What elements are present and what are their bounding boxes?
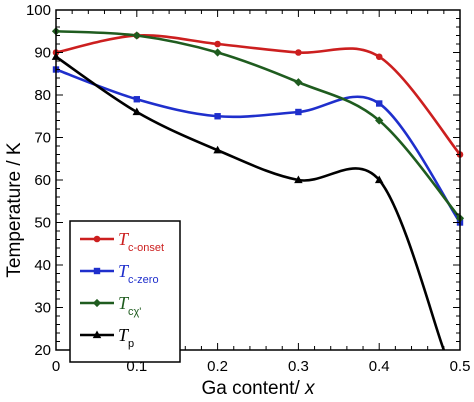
data-point-tc_chi <box>132 31 141 40</box>
x-tick-label: 0 <box>52 358 60 375</box>
x-axis-title: Ga content/ x <box>201 378 316 399</box>
y-axis-title: Temperature / K <box>4 142 25 277</box>
x-axis-title-separator: / <box>294 378 305 399</box>
y-tick-label: 100 <box>26 2 51 19</box>
legend: Tc-onset Tc-zero Tcχ' Tp <box>69 220 181 363</box>
series-line-tc_chi <box>56 29 460 220</box>
data-point-tc_zero <box>214 113 221 120</box>
legend-marker-tc_chi <box>92 298 102 308</box>
series-line-tc_onset <box>56 34 460 156</box>
data-point-tc_onset <box>214 40 221 48</box>
data-point-tp <box>213 145 222 154</box>
data-point-tc_chi <box>375 116 384 125</box>
legend-label-tc_onset: Tc-onset <box>118 229 164 254</box>
legend-marker-tc_onset <box>93 235 101 243</box>
legend-items: Tc-onset Tc-zero Tcχ' Tp <box>80 229 164 350</box>
data-point-tp <box>374 175 384 184</box>
series-line-tc_zero <box>56 68 460 224</box>
axis-ticks <box>55 9 461 351</box>
x-tick-label: 0.2 <box>207 358 228 375</box>
data-point-tc_onset <box>375 53 383 61</box>
legend-marker-tp <box>92 330 102 339</box>
data-point-tc_onset <box>295 49 302 56</box>
data-point-tc_chi <box>213 48 222 57</box>
x-axis-title-variable: x <box>304 378 316 399</box>
legend-marker-tc_zero <box>93 267 101 275</box>
data-point-tc_zero <box>133 96 141 103</box>
data-point-tc_zero <box>295 108 302 116</box>
data-point-tc_zero <box>376 100 383 107</box>
data-point-tp <box>294 175 303 184</box>
x-tick-label: 0.4 <box>369 358 390 375</box>
data-point-tc_chi <box>294 78 303 87</box>
y-tick-label: 80 <box>34 87 51 104</box>
x-tick-label: 0.5 <box>450 358 471 375</box>
legend-label-tp: Tp <box>118 325 134 350</box>
y-tick-label: 20 <box>34 342 51 359</box>
data-point-tp <box>132 107 142 116</box>
y-tick-label: 40 <box>34 257 51 274</box>
legend-label-tc_zero: Tc-zero <box>118 261 159 286</box>
y-tick-label: 90 <box>34 45 51 62</box>
x-tick-label: 0.3 <box>288 358 309 375</box>
legend-box <box>69 220 181 363</box>
y-tick-label: 70 <box>34 130 51 147</box>
y-tick-label: 50 <box>34 215 51 232</box>
x-axis-title-text: Ga content <box>201 378 295 399</box>
y-tick-label: 30 <box>34 300 51 317</box>
y-tick-label: 60 <box>34 172 51 189</box>
legend-label-tc_chi: Tcχ' <box>118 293 141 318</box>
